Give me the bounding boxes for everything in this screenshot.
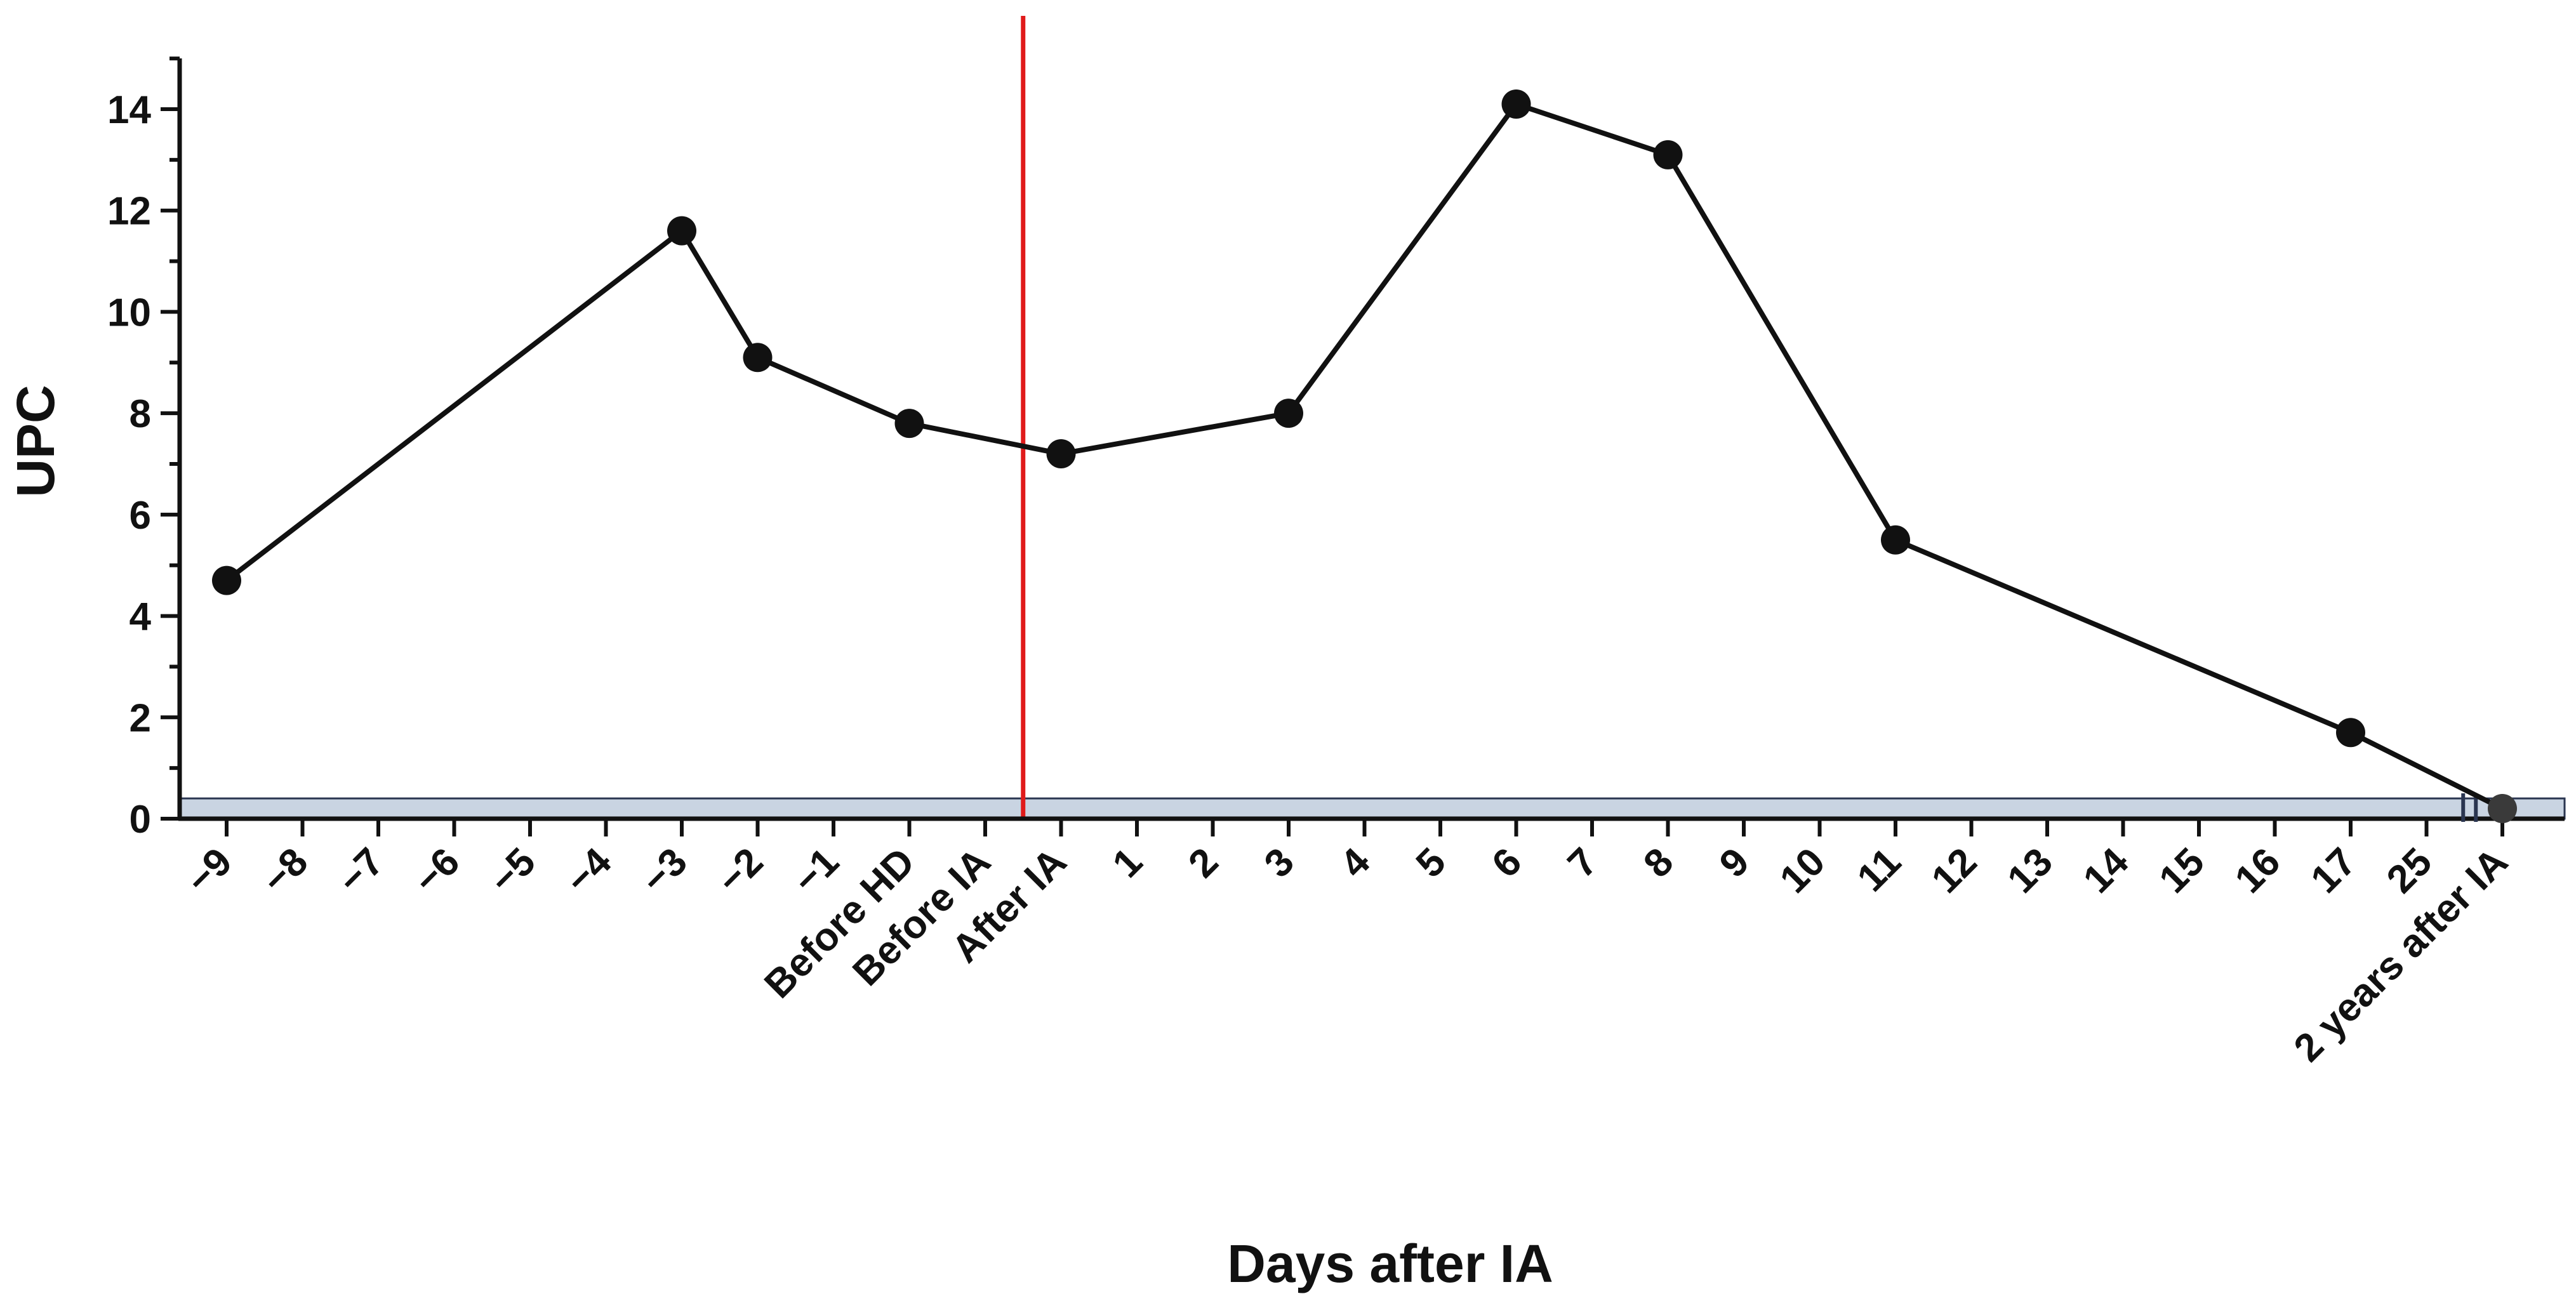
x-tick-label: 17 [2302, 840, 2365, 902]
x-tick-label: 9 [1711, 840, 1758, 886]
x-tick-label: −2 [709, 840, 772, 902]
y-axis-title: UPC [6, 385, 65, 497]
x-tick-label: −6 [406, 840, 468, 902]
x-tick-label: −8 [254, 840, 317, 902]
data-point [212, 565, 241, 595]
data-point [1274, 399, 1303, 428]
y-tick-label: 4 [129, 595, 152, 639]
data-point [1653, 140, 1683, 169]
x-tick-label: 4 [1332, 840, 1379, 887]
x-tick-label: 7 [1560, 840, 1606, 886]
y-tick-label: 2 [129, 696, 151, 740]
x-tick-label: −3 [633, 840, 696, 902]
data-point [1501, 89, 1531, 119]
x-tick-label: −4 [557, 840, 620, 902]
y-tick-label: 12 [107, 190, 151, 234]
x-tick-label: 3 [1256, 840, 1303, 886]
x-tick-label: 6 [1484, 840, 1530, 886]
y-tick-label: 6 [129, 494, 151, 538]
reference-band [178, 797, 2566, 820]
x-tick-label: 15 [2151, 840, 2213, 902]
x-axis-title: Days after IA [1227, 1234, 1553, 1293]
x-tick-label: 14 [2075, 840, 2137, 902]
data-point [1046, 439, 1076, 469]
data-point [667, 216, 696, 246]
y-tick-label: 10 [107, 291, 151, 334]
series-line [225, 102, 2504, 811]
y-tick-label: 14 [107, 88, 151, 132]
y-tick-label: 8 [129, 392, 151, 436]
x-tick-label: −9 [178, 840, 241, 902]
x-tick-label: 10 [1772, 840, 1834, 902]
x-tick-label: 1 [1105, 840, 1151, 886]
y-tick-label: 0 [129, 798, 151, 842]
x-tick-label: 8 [1635, 840, 1682, 886]
x-tick-label: 5 [1408, 840, 1454, 886]
x-tick-label: 11 [1849, 840, 1909, 900]
x-tick-label: 25 [2379, 840, 2441, 902]
x-tick-label: 2 [1180, 840, 1226, 886]
x-tick-label: 13 [1999, 840, 2061, 902]
x-tick-label: 16 [2227, 840, 2289, 902]
data-point [894, 409, 924, 439]
x-tick-label: −5 [481, 840, 544, 902]
data-point [2488, 794, 2517, 824]
data-point [1881, 525, 1910, 555]
x-tick-label: 12 [1923, 840, 1986, 902]
x-tick-label: −7 [329, 840, 392, 902]
data-point [743, 343, 773, 373]
data-point [2336, 718, 2365, 748]
x-tick-label: −1 [785, 840, 847, 902]
